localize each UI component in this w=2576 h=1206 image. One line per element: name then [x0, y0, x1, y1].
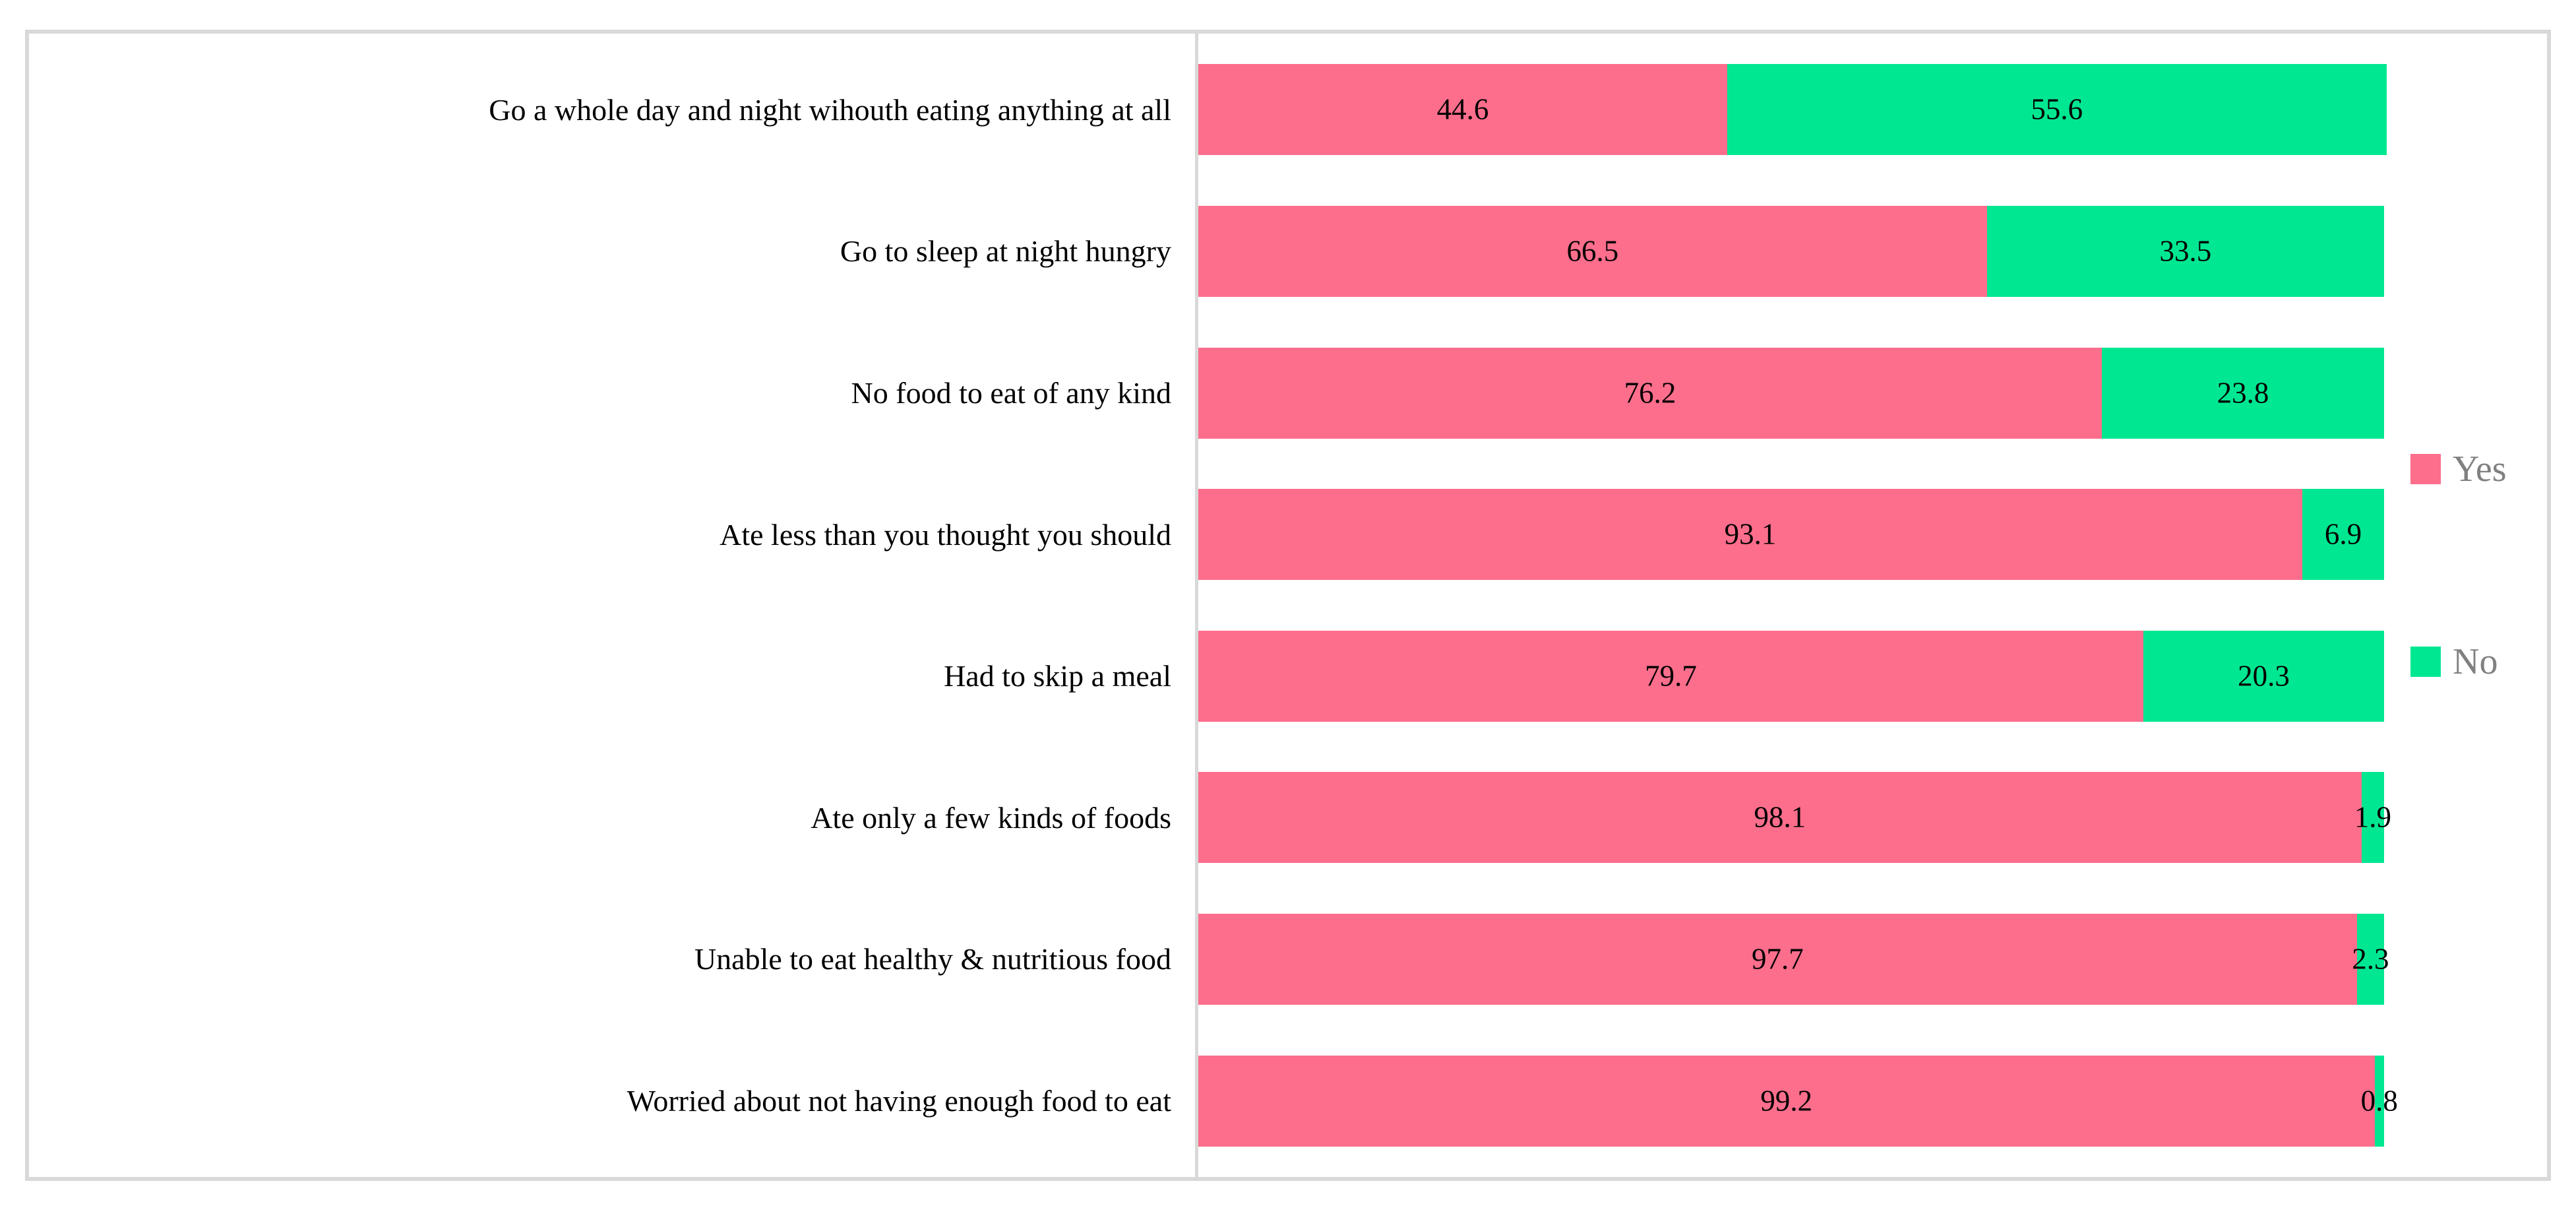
bar-row: Had to skip a meal 79.7 20.3 [29, 606, 2547, 747]
value-label: 2.3 [2352, 942, 2389, 976]
value-label: 1.9 [2354, 800, 2392, 834]
stacked-bar: 44.6 55.6 [1198, 64, 2387, 156]
bar-track: 66.5 33.5 [1198, 205, 2547, 297]
no-segment: 20.3 [2143, 630, 2384, 722]
value-label: 23.8 [2217, 376, 2269, 410]
category-axis-line [1195, 34, 1198, 1177]
yes-segment: 97.7 [1198, 914, 2357, 1005]
no-segment: 33.5 [1986, 205, 2384, 297]
yes-segment: 79.7 [1198, 630, 2143, 722]
no-segment: 6.9 [2302, 489, 2384, 581]
plot-rows: Go a whole day and night wihouth eating … [29, 34, 2547, 1177]
yes-segment: 66.5 [1198, 205, 1987, 297]
bar-row: Ate less than you thought you should 93.… [29, 464, 2547, 606]
legend-swatch-no-icon [2410, 647, 2441, 677]
stacked-bar: 98.1 1.9 [1198, 772, 2391, 864]
value-label: 76.2 [1624, 376, 1676, 410]
value-label: 97.7 [1751, 942, 1804, 976]
bar-track: 97.7 2.3 [1198, 914, 2547, 1005]
value-label: 79.7 [1645, 659, 1697, 693]
bar-row: Go a whole day and night wihouth eating … [29, 39, 2547, 181]
stacked-bar: 76.2 23.8 [1198, 347, 2384, 439]
category-label: Go to sleep at night hungry [840, 234, 1171, 269]
category-label: Worried about not having enough food to … [627, 1084, 1171, 1118]
legend-item-yes: Yes [2410, 451, 2506, 488]
yes-segment: 93.1 [1198, 489, 2302, 581]
value-label: 93.1 [1724, 517, 1777, 551]
bar-track: 98.1 1.9 [1198, 772, 2547, 864]
stacked-bar: 97.7 2.3 [1198, 914, 2389, 1005]
category-label: No food to eat of any kind [851, 375, 1171, 410]
yes-segment: 99.2 [1198, 1055, 2375, 1147]
bar-track: 76.2 23.8 [1198, 347, 2547, 439]
yes-segment: 76.2 [1198, 347, 2102, 439]
value-label: 66.5 [1566, 234, 1619, 268]
legend-label-yes: Yes [2453, 449, 2507, 490]
value-label: 20.3 [2238, 659, 2290, 693]
value-label: 44.6 [1436, 92, 1489, 126]
bar-row: Go to sleep at night hungry 66.5 33.5 [29, 181, 2547, 323]
category-label: Go a whole day and night wihouth eating … [489, 92, 1171, 127]
yes-segment: 44.6 [1198, 64, 1727, 156]
legend-label-no: No [2453, 641, 2498, 682]
value-label: 55.6 [2031, 92, 2083, 126]
stacked-bar: 66.5 33.5 [1198, 205, 2384, 297]
legend-item-no: No [2410, 643, 2506, 680]
bar-row: Worried about not having enough food to … [29, 1030, 2547, 1172]
yes-segment: 98.1 [1198, 772, 2362, 864]
category-label: Had to skip a meal [944, 659, 1171, 693]
no-segment: 0.8 [2361, 1055, 2398, 1147]
category-label: Ate less than you thought you should [720, 517, 1171, 552]
value-label: 6.9 [2324, 517, 2362, 551]
bar-track: 44.6 55.6 [1198, 64, 2547, 156]
value-label: 33.5 [2159, 234, 2212, 268]
category-label: Unable to eat healthy & nutritious food [694, 942, 1171, 976]
value-label: 98.1 [1754, 800, 1806, 834]
no-segment: 55.6 [1727, 64, 2387, 156]
no-segment: 1.9 [2354, 772, 2391, 864]
value-label: 99.2 [1760, 1084, 1813, 1118]
bar-track: 93.1 6.9 [1198, 489, 2547, 581]
value-label: 0.8 [2360, 1084, 2398, 1118]
legend-swatch-yes-icon [2410, 454, 2441, 484]
bar-row: Unable to eat healthy & nutritious food … [29, 889, 2547, 1031]
category-label: Ate only a few kinds of foods [811, 800, 1171, 835]
no-segment: 23.8 [2102, 347, 2384, 439]
bar-track: 99.2 0.8 [1198, 1055, 2547, 1147]
stacked-bar: 99.2 0.8 [1198, 1055, 2398, 1147]
stacked-bar: 79.7 20.3 [1198, 630, 2384, 722]
legend: Yes No [2410, 451, 2506, 680]
stacked-bar: 93.1 6.9 [1198, 489, 2384, 581]
bar-row: Ate only a few kinds of foods 98.1 1.9 [29, 747, 2547, 889]
bar-track: 79.7 20.3 [1198, 630, 2547, 722]
no-segment: 2.3 [2352, 914, 2389, 1005]
bar-row: No food to eat of any kind 76.2 23.8 [29, 322, 2547, 464]
chart-figure: Go a whole day and night wihouth eating … [25, 30, 2551, 1181]
